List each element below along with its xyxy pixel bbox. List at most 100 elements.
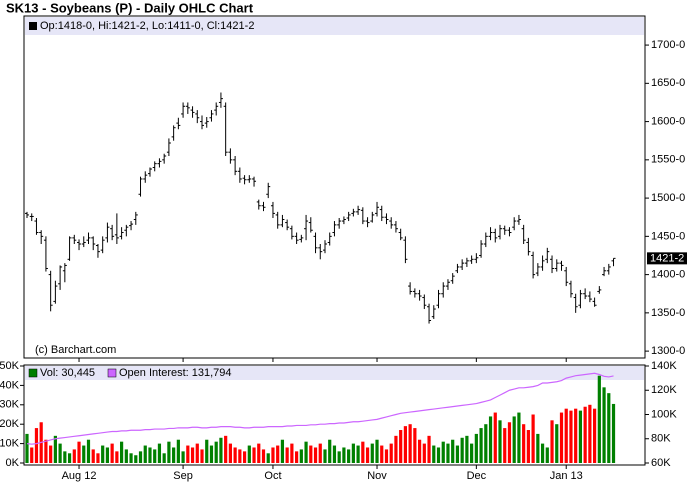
volume-bar	[403, 426, 407, 463]
volume-bar	[427, 435, 431, 463]
volume-bar	[526, 430, 530, 463]
volume-bar	[134, 455, 138, 463]
volume-bar	[328, 439, 332, 463]
volume-bar	[30, 447, 34, 463]
volume-bar	[34, 428, 39, 463]
y-tick-label: 50K	[0, 360, 20, 372]
volume-bar	[536, 433, 540, 463]
volume-bar	[290, 443, 294, 463]
volume-bar	[72, 449, 76, 463]
volume-bar	[474, 433, 478, 463]
volume-bar	[356, 445, 360, 463]
volume-bar	[351, 443, 355, 463]
volume-bar	[304, 441, 308, 463]
volume-bar	[49, 445, 53, 463]
volume-bar	[593, 408, 597, 463]
volume-bar	[233, 447, 237, 463]
volume-bar	[247, 445, 251, 463]
y-tick-label: 1300-0	[651, 345, 685, 357]
volume-bar	[507, 422, 512, 463]
legend-swatch	[107, 368, 117, 378]
volume-bar	[422, 443, 426, 463]
y-tick-label: 20K	[0, 418, 20, 430]
volume-bar	[323, 449, 327, 463]
volume-bar	[190, 447, 195, 463]
volume-bar	[588, 404, 592, 463]
volume-bar	[101, 445, 105, 463]
y-tick-label: 1550-0	[651, 154, 685, 166]
volume-bar	[436, 447, 441, 463]
legend-label: Vol: 30,445	[40, 367, 95, 379]
chart-title: SK13 - Soybeans (P) - Daily OHLC Chart	[6, 0, 254, 15]
x-tick-label: Jan 13	[550, 470, 583, 482]
y-tick-label: 40K	[0, 379, 20, 391]
volume-bar	[313, 447, 318, 463]
volume-bar	[82, 445, 86, 463]
header-marker	[29, 22, 37, 30]
price-panel	[23, 15, 646, 359]
volume-bar	[172, 447, 176, 463]
volume-bar	[58, 443, 62, 463]
x-tick-label: Aug 12	[62, 470, 97, 482]
y-tick-label: 1600-0	[651, 115, 685, 127]
volume-bar	[186, 445, 190, 463]
volume-bar	[63, 451, 67, 463]
volume-bar	[564, 408, 568, 463]
volume-bar	[441, 441, 445, 463]
volume-bar	[512, 416, 516, 463]
volume-bar	[413, 428, 417, 463]
volume-bar	[53, 435, 57, 463]
volume-bar	[195, 443, 199, 463]
volume-bar	[365, 447, 370, 463]
volume-bar	[44, 439, 48, 463]
volume-bar	[394, 435, 398, 463]
volume-bar	[417, 439, 422, 463]
volume-bar	[153, 449, 157, 463]
volume-bar	[105, 447, 110, 463]
volume-bar	[451, 439, 455, 463]
y-tick-label: 1500-0	[651, 192, 685, 204]
volume-bar	[285, 447, 289, 463]
x-tick-label: Nov	[367, 470, 387, 482]
volume-bar	[219, 437, 223, 463]
volume-bar	[138, 451, 143, 463]
volume-bar	[484, 424, 488, 463]
volume-bar	[347, 449, 351, 463]
volume-bar	[224, 435, 228, 463]
volume-bar	[361, 441, 365, 463]
volume-bar	[559, 412, 564, 463]
volume-bar	[67, 453, 72, 463]
volume-bar	[228, 443, 232, 463]
volume-bar	[522, 424, 526, 463]
volume-bar	[389, 443, 393, 463]
volume-header-band	[25, 366, 644, 380]
volume-bar	[242, 451, 247, 463]
last-price-box	[647, 252, 687, 265]
volume-bar	[143, 445, 147, 463]
open-interest-line	[26, 372, 614, 445]
volume-bar	[465, 435, 469, 463]
volume-bar	[110, 443, 114, 463]
volume-bar	[129, 453, 133, 463]
y2-tick-label: 100K	[651, 408, 677, 420]
y-tick-label: 1450-0	[651, 230, 685, 242]
volume-bar	[295, 451, 299, 463]
volume-bar	[181, 451, 185, 463]
volume-bar	[266, 453, 270, 463]
volume-bar	[370, 443, 374, 463]
volume-bar	[498, 420, 502, 463]
volume-bar	[540, 443, 545, 463]
volume-bar	[493, 412, 497, 463]
volume-bar	[276, 445, 280, 463]
volume-bar	[271, 447, 275, 463]
x-tick-label: Sep	[173, 470, 193, 482]
y-tick-label: 1700-0	[651, 39, 685, 51]
volume-bar	[332, 445, 337, 463]
volume-bar	[583, 406, 587, 463]
y-tick-label: 1400-0	[651, 269, 685, 281]
volume-bar	[545, 447, 549, 463]
volume-bar	[574, 408, 578, 463]
volume-bar	[214, 441, 218, 463]
volume-bar	[375, 439, 379, 463]
